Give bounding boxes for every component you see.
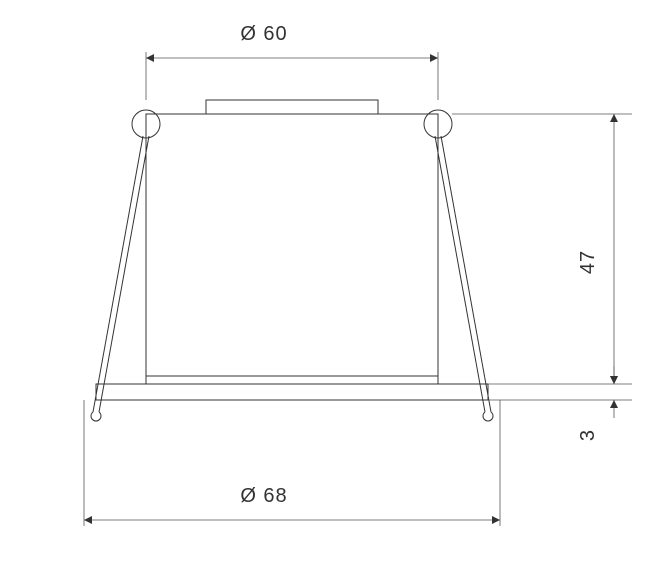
dim-flange: 3 xyxy=(577,429,599,441)
dim-height: 47 xyxy=(577,250,599,274)
part-outline xyxy=(91,100,493,421)
dim-top-diameter: Ø 60 xyxy=(240,23,287,45)
dim-bottom-diameter: Ø 68 xyxy=(240,485,287,507)
